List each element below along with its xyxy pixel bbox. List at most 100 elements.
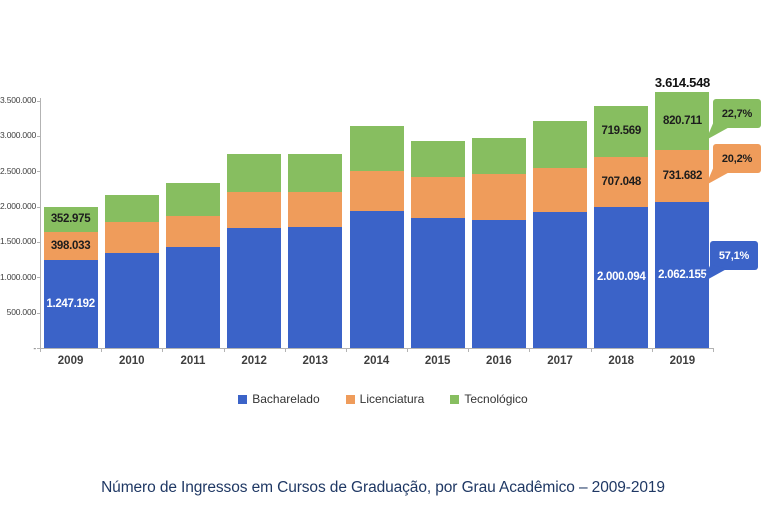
- bar-segment-licenciatura-2011: [165, 215, 220, 247]
- legend-item-licenciatura: Licenciatura: [345, 392, 425, 406]
- y-axis-line: [40, 98, 41, 352]
- value-label-tecnológico-2009: 352.975: [50, 213, 91, 226]
- legend-swatch-icon: [238, 394, 248, 404]
- bar-segment-tecnológico-2017: [533, 121, 588, 169]
- bar-segment-licenciatura-2010: [104, 222, 159, 253]
- x-axis-tick: [162, 348, 164, 352]
- bar-segment-licenciatura-2013: [288, 192, 343, 228]
- bar-segment-tecnológico-2014: [349, 125, 404, 171]
- legend-swatch-icon: [345, 394, 355, 404]
- y-axis-label: 3.000.000: [0, 130, 37, 141]
- bar-segment-licenciatura-2019: 731.682: [655, 150, 710, 203]
- callout-tail: [706, 168, 730, 185]
- legend-label: Bacharelado: [252, 392, 320, 406]
- total-value-label-2019: 3.614.548: [654, 75, 710, 91]
- bar-segment-tecnológico-2012: [227, 153, 282, 193]
- x-axis-label-2013: 2013: [302, 355, 329, 367]
- bar-segment-bacharelado-2018: 2.000.094: [594, 206, 649, 348]
- x-axis-label-2018: 2018: [608, 355, 634, 367]
- x-axis-label-2012: 2012: [241, 355, 267, 367]
- bar-segment-bacharelado-2013: [288, 227, 343, 348]
- x-axis-tick: [529, 348, 531, 352]
- bar-segment-tecnológico-2011: [165, 182, 220, 216]
- x-axis-tick: [284, 348, 286, 352]
- value-label-bacharelado-2009: 1.247.192: [46, 297, 95, 310]
- bar-segment-bacharelado-2019: 2.062.155: [655, 202, 710, 348]
- bar-segment-tecnológico-2016: [471, 137, 526, 174]
- y-axis-tick: [37, 100, 41, 102]
- x-axis-tick: [345, 348, 347, 352]
- x-axis-label-2016: 2016: [486, 355, 512, 367]
- x-axis-tick: [40, 348, 41, 352]
- y-axis-tick: [37, 277, 41, 279]
- legend-label: Tecnológico: [464, 392, 528, 406]
- x-axis-label-2015: 2015: [424, 355, 451, 367]
- legend-item-bacharelado: Bacharelado: [238, 392, 320, 406]
- bar-segment-licenciatura-2012: [227, 192, 282, 229]
- value-label-bacharelado-2019: 2.062.155: [658, 269, 707, 282]
- value-label-tecnológico-2018: 719.569: [601, 125, 641, 138]
- bar-segment-bacharelado-2017: [533, 212, 588, 348]
- y-axis-label: 1.500.000: [0, 236, 37, 247]
- bar-segment-bacharelado-2012: [227, 228, 282, 348]
- x-axis-label-2019: 2019: [669, 355, 696, 367]
- x-axis-tick: [651, 348, 653, 352]
- legend-swatch-icon: [450, 394, 460, 404]
- y-axis-tick: [37, 348, 41, 349]
- y-axis-label: -: [33, 342, 36, 353]
- bar-segment-tecnológico-2018: 719.569: [594, 105, 649, 157]
- y-axis-tick: [37, 312, 41, 314]
- x-axis-label-2010: 2010: [118, 355, 145, 367]
- bar-segment-tecnológico-2010: [104, 194, 159, 223]
- bar-segment-bacharelado-2016: [471, 220, 526, 348]
- x-axis-tick: [407, 348, 409, 352]
- y-axis-tick: [37, 135, 41, 137]
- callout-licenciatura: 20,2%: [706, 144, 761, 185]
- legend-item-tecnológico: Tecnológico: [450, 392, 528, 406]
- x-axis-tick: [713, 348, 714, 352]
- x-axis-label-2017: 2017: [547, 355, 573, 367]
- x-axis-tick: [223, 348, 225, 352]
- y-axis-tick: [37, 206, 41, 208]
- x-axis-line: [40, 348, 713, 349]
- bar-segment-licenciatura-2018: 707.048: [594, 156, 649, 207]
- y-axis-label: 1.000.000: [0, 271, 37, 282]
- bar-segment-licenciatura-2016: [471, 173, 526, 220]
- y-axis-tick: [37, 241, 41, 243]
- legend: Bacharelado Licenciatura Tecnológico: [0, 392, 766, 406]
- y-axis-tick: [37, 171, 41, 173]
- y-axis-label: 2.500.000: [0, 165, 37, 176]
- bar-segment-licenciatura-2015: [410, 177, 465, 218]
- bar-segment-licenciatura-2017: [533, 168, 588, 213]
- bar-segment-licenciatura-2009: 398.033: [43, 231, 98, 260]
- bar-segment-bacharelado-2009: 1.247.192: [43, 259, 98, 348]
- x-axis-tick: [468, 348, 470, 352]
- bar-segment-bacharelado-2010: [104, 252, 159, 348]
- bar-segment-tecnológico-2009: 352.975: [43, 206, 98, 232]
- y-axis-label: 3.500.000: [0, 95, 37, 105]
- bar-segment-tecnológico-2013: [288, 154, 343, 193]
- x-axis-label-2014: 2014: [363, 355, 390, 367]
- x-axis-label-2009: 2009: [57, 355, 84, 367]
- bar-segment-bacharelado-2015: [410, 217, 465, 348]
- x-axis-label-2011: 2011: [180, 355, 206, 367]
- y-axis-label: 500.000: [6, 307, 37, 318]
- callout-tail: [706, 123, 730, 140]
- x-axis-tick: [590, 348, 592, 352]
- bar-segment-bacharelado-2014: [349, 210, 404, 348]
- bar-segment-tecnológico-2015: [410, 140, 465, 178]
- bar-segment-licenciatura-2014: [349, 170, 404, 211]
- bar-segment-tecnológico-2019: 820.711: [655, 92, 710, 151]
- chart-title: Número de Ingressos em Cursos de Graduaç…: [101, 479, 665, 496]
- x-axis-tick: [101, 348, 103, 352]
- callout-bacharelado: 57,1%: [703, 241, 758, 282]
- bar-segment-bacharelado-2011: [165, 246, 220, 348]
- y-axis-label: 2.000.000: [0, 201, 37, 212]
- value-label-licenciatura-2019: 731.682: [662, 170, 703, 183]
- legend-label: Licenciatura: [359, 392, 425, 406]
- value-label-licenciatura-2009: 398.033: [50, 239, 91, 252]
- value-label-licenciatura-2018: 707.048: [601, 175, 641, 188]
- value-label-tecnológico-2019: 820.711: [662, 115, 702, 128]
- callout-tecnológico: 22,7%: [706, 99, 761, 140]
